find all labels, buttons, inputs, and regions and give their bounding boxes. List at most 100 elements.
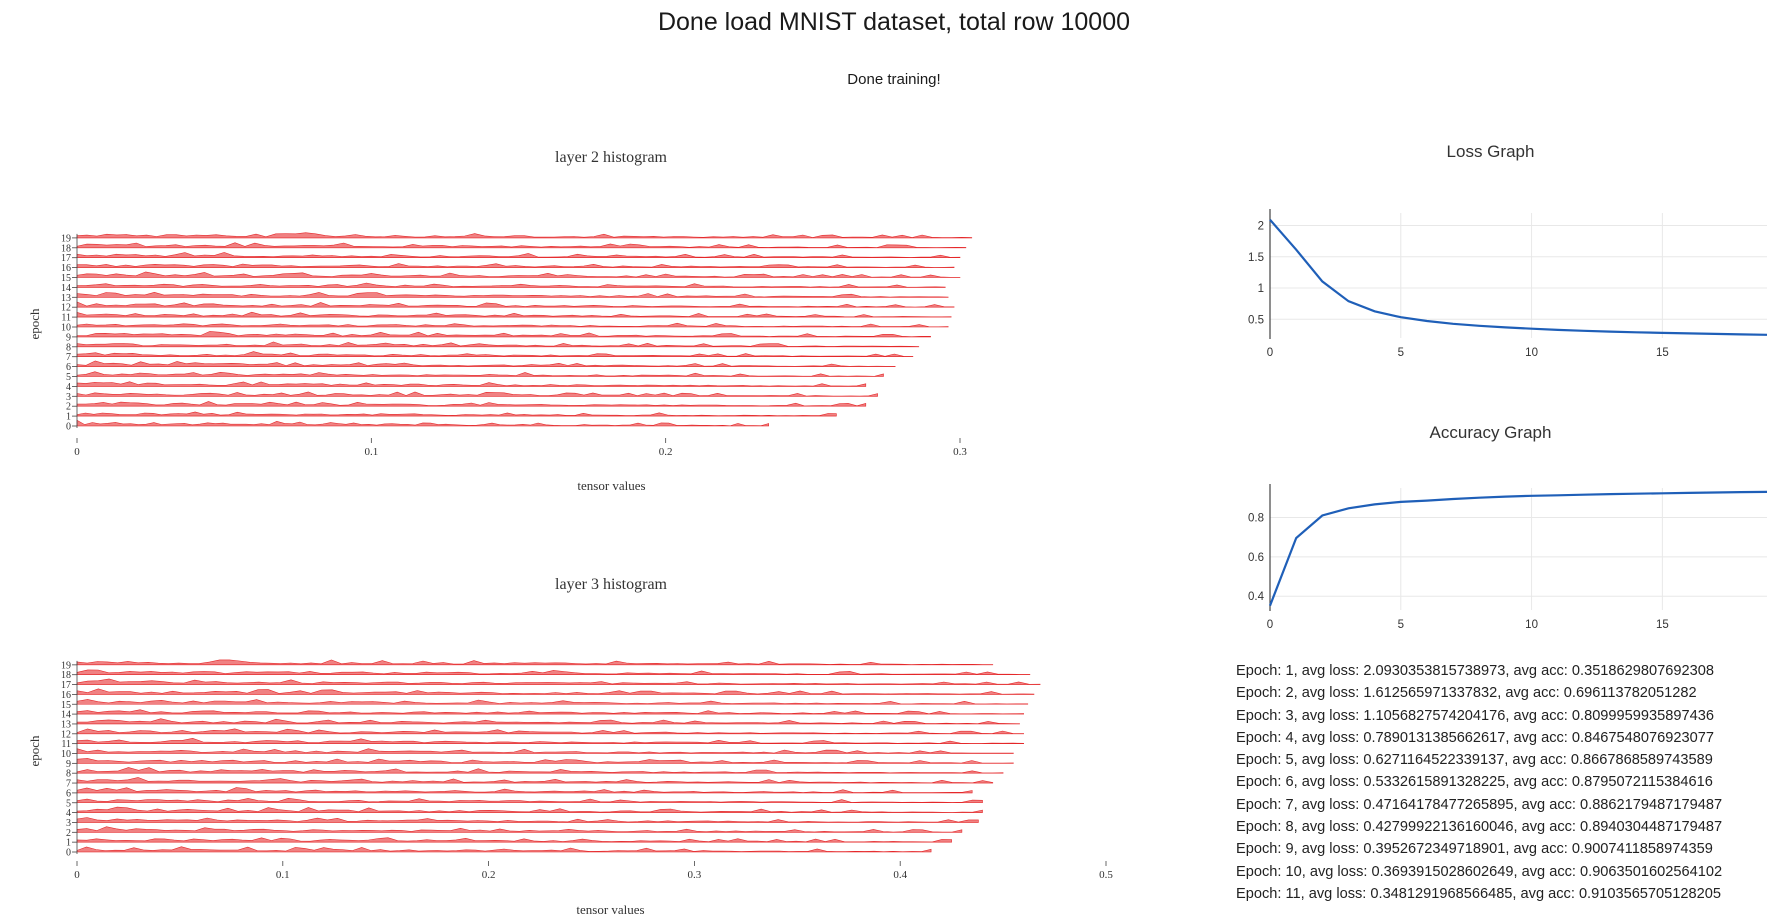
x-tick-label: 0.4 xyxy=(893,869,907,881)
epoch-ridge xyxy=(76,391,878,397)
y-tick-label: 12 xyxy=(61,303,71,314)
epoch-ridge xyxy=(76,709,1024,715)
y-tick-label: 3 xyxy=(66,818,71,829)
epoch-log-line: Epoch: 7, avg loss: 0.47164178477265895,… xyxy=(1236,796,1723,813)
y-tick-label: 9 xyxy=(66,332,71,343)
histogram-rows xyxy=(76,232,973,427)
epoch-ridge xyxy=(76,797,983,804)
x-tick-label: 15 xyxy=(1656,619,1669,631)
y-tick-label: 13 xyxy=(61,293,71,304)
y-tick-label: 8 xyxy=(66,342,71,353)
y-tick-label: 0.8 xyxy=(1248,513,1264,525)
y-tick-label: 3 xyxy=(66,392,71,403)
epoch-log-line: Epoch: 10, avg loss: 0.3693915028602649,… xyxy=(1236,863,1723,880)
epoch-ridge xyxy=(76,360,896,367)
epoch-ridge xyxy=(76,659,994,666)
y-tick-label: 0.4 xyxy=(1248,591,1265,603)
x-tick-label: 10 xyxy=(1525,347,1538,359)
y-tick-label: 11 xyxy=(61,739,71,750)
epoch-ridge xyxy=(76,728,1024,735)
y-tick-label: 6 xyxy=(66,788,71,799)
epoch-ridge xyxy=(76,758,1014,764)
epoch-ridge xyxy=(76,301,955,308)
histogram-title: layer 2 histogram xyxy=(555,149,668,166)
epoch-ridge xyxy=(76,678,1041,685)
epoch-ridge xyxy=(76,787,973,794)
epoch-ridge xyxy=(76,263,955,268)
epoch-ridge xyxy=(76,242,967,249)
layer-3-histogram-chart: layer 3 histogram01234567891011121314151… xyxy=(27,576,1113,917)
epoch-ridge xyxy=(76,846,932,853)
x-tick-label: 15 xyxy=(1656,347,1669,359)
epoch-ridge xyxy=(76,669,1031,675)
epoch-ridge xyxy=(76,767,1004,774)
epoch-log-line: Epoch: 1, avg loss: 2.0930353815738973, … xyxy=(1236,663,1714,679)
y-tick-label: 6 xyxy=(66,362,71,373)
series-line xyxy=(1269,218,1768,336)
y-tick-label: 1 xyxy=(1258,283,1264,295)
epoch-ridge xyxy=(76,341,920,348)
histogram-rows xyxy=(76,659,1041,853)
y-tick-label: 2 xyxy=(66,402,71,413)
epoch-log-line: Epoch: 8, avg loss: 0.42799922136160046,… xyxy=(1236,819,1723,836)
x-tick-label: 0.2 xyxy=(482,869,496,881)
epoch-ridge xyxy=(76,311,952,318)
y-tick-label: 2 xyxy=(66,828,71,839)
y-tick-label: 8 xyxy=(66,769,71,780)
epoch-ridge xyxy=(76,817,979,823)
histogram-title: layer 3 histogram xyxy=(555,576,668,593)
epoch-ridge xyxy=(76,232,973,239)
y-tick-label: 1.5 xyxy=(1248,252,1264,264)
y-tick-label: 15 xyxy=(61,273,71,284)
line-chart-title: Loss Graph xyxy=(1447,142,1535,161)
loss-graph-chart: Loss Graph 0 5 10 15 0.5 1 1.5 2 xyxy=(1248,142,1768,359)
epoch-ridge xyxy=(76,699,1029,705)
y-tick-label: 13 xyxy=(61,719,71,730)
x-tick-label: 5 xyxy=(1398,347,1404,359)
epoch-ridge xyxy=(76,777,994,784)
y-tick-label: 2 xyxy=(1258,221,1264,233)
y-tick-label: 19 xyxy=(61,233,71,244)
epoch-log-line: Epoch: 2, avg loss: 1.612565971337832, a… xyxy=(1236,685,1697,702)
y-tick-label: 17 xyxy=(61,253,71,264)
page-title: Done load MNIST dataset, total row 10000 xyxy=(657,8,1131,36)
x-axis-label: tensor values xyxy=(576,902,644,917)
epoch-ridge xyxy=(76,748,1014,754)
y-tick-label: 1 xyxy=(66,838,71,849)
training-status: Done training! xyxy=(847,71,941,88)
epoch-log-line: Epoch: 6, avg loss: 0.5332615891328225, … xyxy=(1236,774,1713,791)
y-tick-label: 18 xyxy=(61,670,71,681)
epoch-ridge xyxy=(76,806,983,813)
epoch-log-line: Epoch: 4, avg loss: 0.7890131385662617, … xyxy=(1236,729,1714,746)
epoch-log: Epoch: 1, avg loss: 2.0930353815738973, … xyxy=(1236,660,1776,910)
x-tick-label: 0 xyxy=(74,869,80,881)
x-tick-label: 0.2 xyxy=(659,446,673,458)
x-tick-label: 0.1 xyxy=(276,869,290,881)
epoch-ridge xyxy=(76,371,884,377)
y-tick-label: 10 xyxy=(61,323,71,334)
epoch-ridge xyxy=(76,837,952,843)
epoch-ridge xyxy=(76,282,946,288)
y-tick-label: 1 xyxy=(66,412,71,423)
epoch-ridge xyxy=(76,271,961,278)
layer-2-histogram-chart: layer 2 histogram01234567891011121314151… xyxy=(27,149,973,493)
y-tick-label: 9 xyxy=(66,759,71,770)
y-tick-label: 15 xyxy=(61,700,71,711)
y-tick-label: 4 xyxy=(66,808,71,819)
epoch-ridge xyxy=(76,381,867,387)
x-axis-label: tensor values xyxy=(577,478,645,493)
epoch-ridge xyxy=(76,411,837,417)
epoch-log-line: Epoch: 9, avg loss: 0.3952672349718901, … xyxy=(1236,841,1713,858)
epoch-ridge xyxy=(76,826,963,833)
y-tick-label: 5 xyxy=(66,372,71,383)
epoch-ridge xyxy=(76,331,931,338)
x-tick-label: 0 xyxy=(74,446,80,458)
y-tick-label: 0 xyxy=(66,422,71,433)
y-tick-label: 7 xyxy=(66,779,71,790)
epoch-log-line: Epoch: 3, avg loss: 1.1056827574204176, … xyxy=(1236,707,1714,724)
line-chart-title: Accuracy Graph xyxy=(1430,423,1552,442)
y-tick-label: 4 xyxy=(66,382,71,393)
y-tick-label: 12 xyxy=(61,729,71,740)
x-tick-label: 0.3 xyxy=(953,446,967,458)
x-tick-label: 10 xyxy=(1525,619,1538,631)
